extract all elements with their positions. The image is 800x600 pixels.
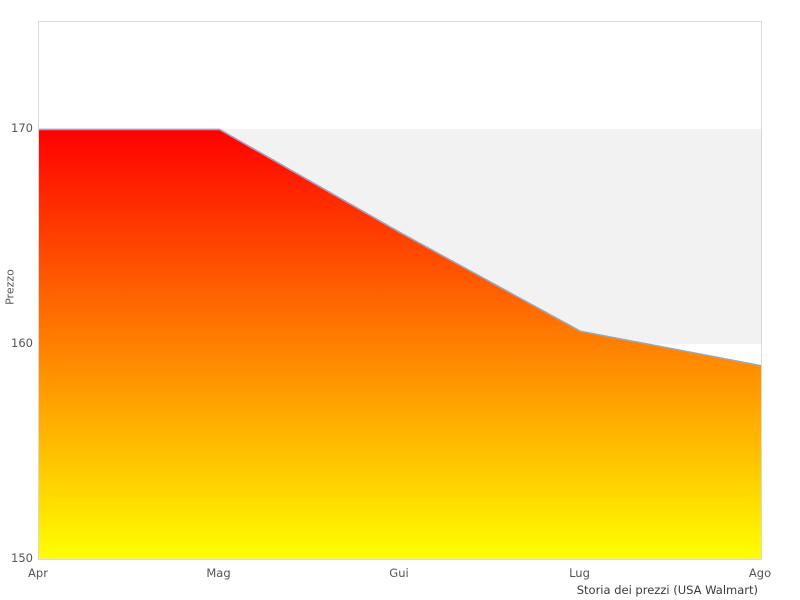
y-tick-label: 170	[11, 121, 33, 136]
x-tick-label: Apr	[28, 566, 48, 580]
price-area-fill	[39, 129, 761, 559]
x-tick-label: Gui	[389, 566, 409, 580]
x-tick-label: Ago	[748, 566, 772, 580]
y-tick-label: 150	[11, 551, 33, 565]
x-tick-label: Mag	[206, 566, 231, 580]
chart-caption: Storia dei prezzi (USA Walmart)	[576, 583, 758, 597]
area-series-canvas	[39, 128, 761, 559]
plot-area	[38, 21, 762, 560]
x-tick-label: Lug	[569, 566, 590, 580]
y-axis-label: Prezzo	[3, 269, 17, 305]
price-line	[39, 128, 761, 367]
y-tick-label: 160	[11, 336, 33, 351]
